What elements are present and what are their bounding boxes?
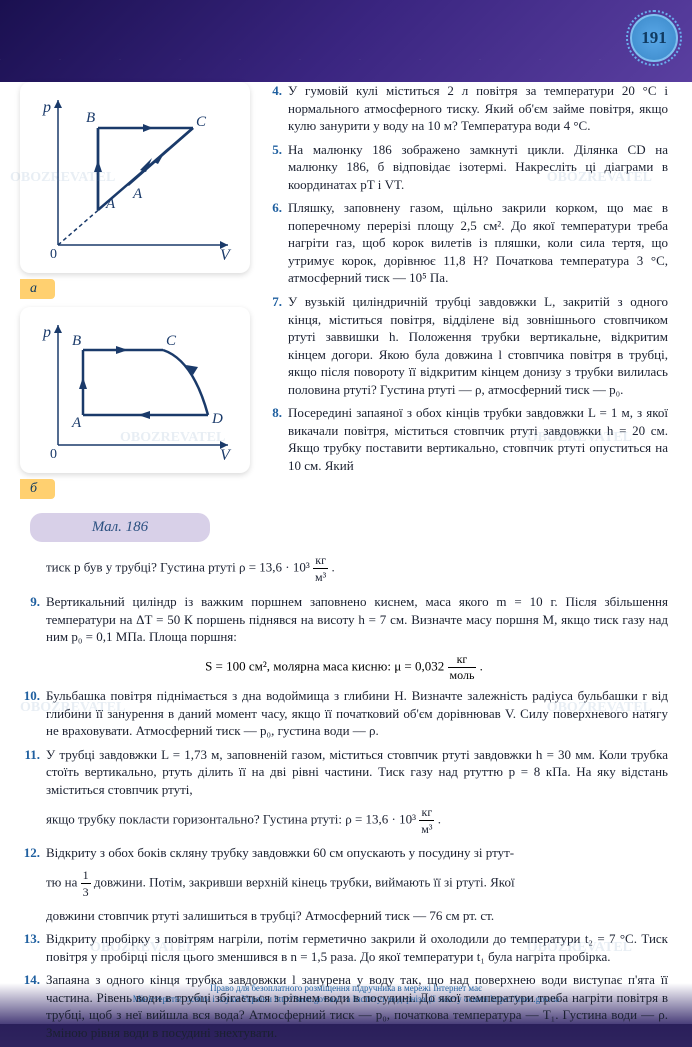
spacer	[20, 804, 40, 837]
problem-11: 11. У трубці завдовжки L = 1,73 м, запов…	[20, 746, 668, 799]
problem-12-tail2: довжини стовпчик ртуті залишиться в труб…	[20, 907, 668, 925]
problem-text: довжини стовпчик ртуті залишиться в труб…	[46, 907, 668, 925]
spacer	[20, 867, 40, 900]
svg-text:V: V	[220, 247, 232, 264]
svg-text:B: B	[72, 333, 81, 349]
page-content: p V 0 B C A	[0, 82, 692, 1047]
problem-8: 8. Посередині запаяної з обох кінців тру…	[262, 404, 668, 474]
problem-num: 9.	[20, 593, 40, 646]
p9-formula: S = 100 см², молярна маса кисню: μ = 0,0…	[20, 652, 668, 683]
problem-8-tail: тиск p був у трубці? Густина ртуті ρ = 1…	[20, 552, 668, 585]
diagram-a: p V 0 B C A	[28, 90, 238, 265]
svg-text:p: p	[42, 99, 51, 116]
frac-1-3: 13	[81, 867, 91, 900]
problem-text: Відкриту з обох боків скляну трубку завд…	[46, 844, 668, 862]
figure-a-box: p V 0 B C A	[20, 82, 250, 273]
svg-text:A: A	[71, 415, 82, 431]
problem-text: У гумовій кулі міститься 2 л повітря за …	[288, 82, 668, 135]
p12-tail-a: тю на	[46, 875, 81, 890]
page-number-badge: 191	[630, 14, 678, 62]
figure-caption: Мал. 186	[30, 513, 210, 542]
svg-text:C: C	[196, 114, 207, 130]
problem-7: 7. У вузькій циліндричній трубці завдовж…	[262, 293, 668, 398]
problem-text: Бульбашка повітря піднімається з дна вод…	[46, 687, 668, 740]
problem-12: 12. Відкриту з обох боків скляну трубку …	[20, 844, 668, 862]
page-header-bg	[0, 0, 692, 82]
problem-text: якщо трубку покласти горизонтально? Густ…	[46, 804, 668, 837]
problem-5: 5. На малюнку 186 зображено замкнуті цик…	[262, 141, 668, 194]
svg-text:V: V	[220, 447, 232, 464]
problem-text: Запаяна з одного кінця трубка завдовжки …	[46, 971, 668, 1041]
figures-column: p V 0 B C A	[20, 82, 250, 552]
p11-tail-text: якщо трубку покласти горизонтально? Густ…	[46, 812, 419, 827]
problem-num: 4.	[262, 82, 282, 135]
problem-num: 12.	[20, 844, 40, 862]
figure-b-label: б	[20, 479, 55, 499]
problem-num: 5.	[262, 141, 282, 194]
problem-num: 13.	[20, 930, 40, 965]
problem-num: 10.	[20, 687, 40, 740]
problem-num: 14.	[20, 971, 40, 1041]
problem-text: Відкриту пробірку з повітрям нагріли, по…	[46, 930, 668, 965]
unit-frac: кгм³	[419, 804, 434, 837]
problem-text: У вузькій циліндричній трубці завдовжки …	[288, 293, 668, 398]
svg-text:D: D	[211, 411, 223, 427]
svg-text:0: 0	[50, 447, 57, 462]
side-problems: 4. У гумовій кулі міститься 2 л повітря …	[262, 82, 668, 552]
problem-text: На малюнку 186 зображено замкнуті цикли.…	[288, 141, 668, 194]
problem-text: У трубці завдовжки L = 1,73 м, заповнені…	[46, 746, 668, 799]
problem-text: Пляшку, заповнену газом, щільно закрили …	[288, 199, 668, 287]
unit-frac: кгмоль	[448, 652, 477, 683]
problem-num: 8.	[262, 404, 282, 474]
problem-num: 6.	[262, 199, 282, 287]
svg-text:B: B	[86, 110, 95, 126]
problem-text: Посередині запаяної з обох кінців трубки…	[288, 404, 668, 474]
p9-formula-text: S = 100 см², молярна маса кисню: μ = 0,0…	[205, 659, 447, 674]
p12-tail-b: довжини. Потім, закривши верхній кінець …	[94, 875, 515, 890]
problem-6: 6. Пляшку, заповнену газом, щільно закри…	[262, 199, 668, 287]
problem-text: тиск p був у трубці? Густина ртуті ρ = 1…	[46, 552, 668, 585]
figure-b-box: p V 0 A B C D	[20, 307, 250, 473]
problem-14: 14. Запаяна з одного кінця трубка завдов…	[20, 971, 668, 1041]
full-width-problems: 9. Вертикальний циліндр із важким поршне…	[20, 593, 668, 1041]
unit-frac: кгм³	[313, 552, 328, 585]
problem-13: 13. Відкриту пробірку з повітрям нагріли…	[20, 930, 668, 965]
svg-text:0: 0	[50, 247, 57, 262]
problem-text: Вертикальний циліндр із важким поршнем з…	[46, 593, 668, 646]
p8-tail-text: тиск p був у трубці? Густина ртуті ρ = 1…	[46, 560, 313, 575]
problem-9: 9. Вертикальний циліндр із важким поршне…	[20, 593, 668, 646]
spacer	[20, 552, 40, 585]
problem-12-tail: тю на 13 довжини. Потім, закривши верхні…	[20, 867, 668, 900]
figure-a-label: а	[20, 279, 55, 299]
problem-text: тю на 13 довжини. Потім, закривши верхні…	[46, 867, 668, 900]
diagram-b: p V 0 A B C D	[28, 315, 238, 465]
page-number: 191	[641, 28, 667, 48]
svg-text:A: A	[105, 196, 116, 212]
problem-4: 4. У гумовій кулі міститься 2 л повітря …	[262, 82, 668, 135]
top-row: p V 0 B C A	[20, 82, 668, 552]
svg-text:C: C	[166, 333, 177, 349]
problem-11-tail: якщо трубку покласти горизонтально? Густ…	[20, 804, 668, 837]
spacer	[20, 907, 40, 925]
svg-text:p: p	[42, 324, 51, 341]
problem-num: 11.	[20, 746, 40, 799]
problem-num: 7.	[262, 293, 282, 398]
problem-10: 10. Бульбашка повітря піднімається з дна…	[20, 687, 668, 740]
svg-text:A: A	[132, 186, 143, 202]
